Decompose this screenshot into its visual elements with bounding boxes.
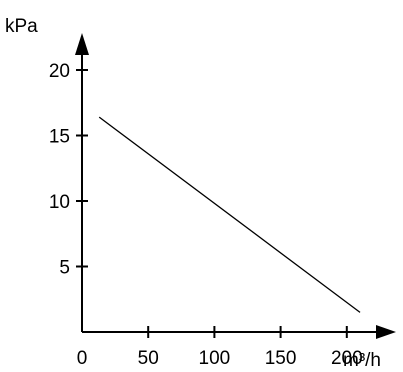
x-tick-label: 50 xyxy=(138,348,159,369)
y-ticks: 5 10 15 20 xyxy=(49,61,88,279)
y-tick-label: 15 xyxy=(49,127,70,148)
y-tick-label: 10 xyxy=(49,192,70,213)
x-tick-label: 100 xyxy=(199,348,231,369)
x-axis-label: m³/h xyxy=(343,350,381,371)
y-axis-label: kPa xyxy=(5,16,38,37)
x-tick-label: 0 xyxy=(77,348,88,369)
series-group xyxy=(98,116,361,313)
x-tick-label: 200 xyxy=(331,348,363,369)
x-axis-arrowhead xyxy=(376,325,396,339)
y-tick-label: 5 xyxy=(59,258,70,279)
x-ticks: 0 50 100 150 200 xyxy=(77,326,363,369)
y-axis-arrowhead xyxy=(75,33,89,55)
y-tick-label: 20 xyxy=(49,61,70,82)
axes xyxy=(75,33,396,339)
x-tick-label: 150 xyxy=(265,348,297,369)
series-line xyxy=(98,116,361,313)
